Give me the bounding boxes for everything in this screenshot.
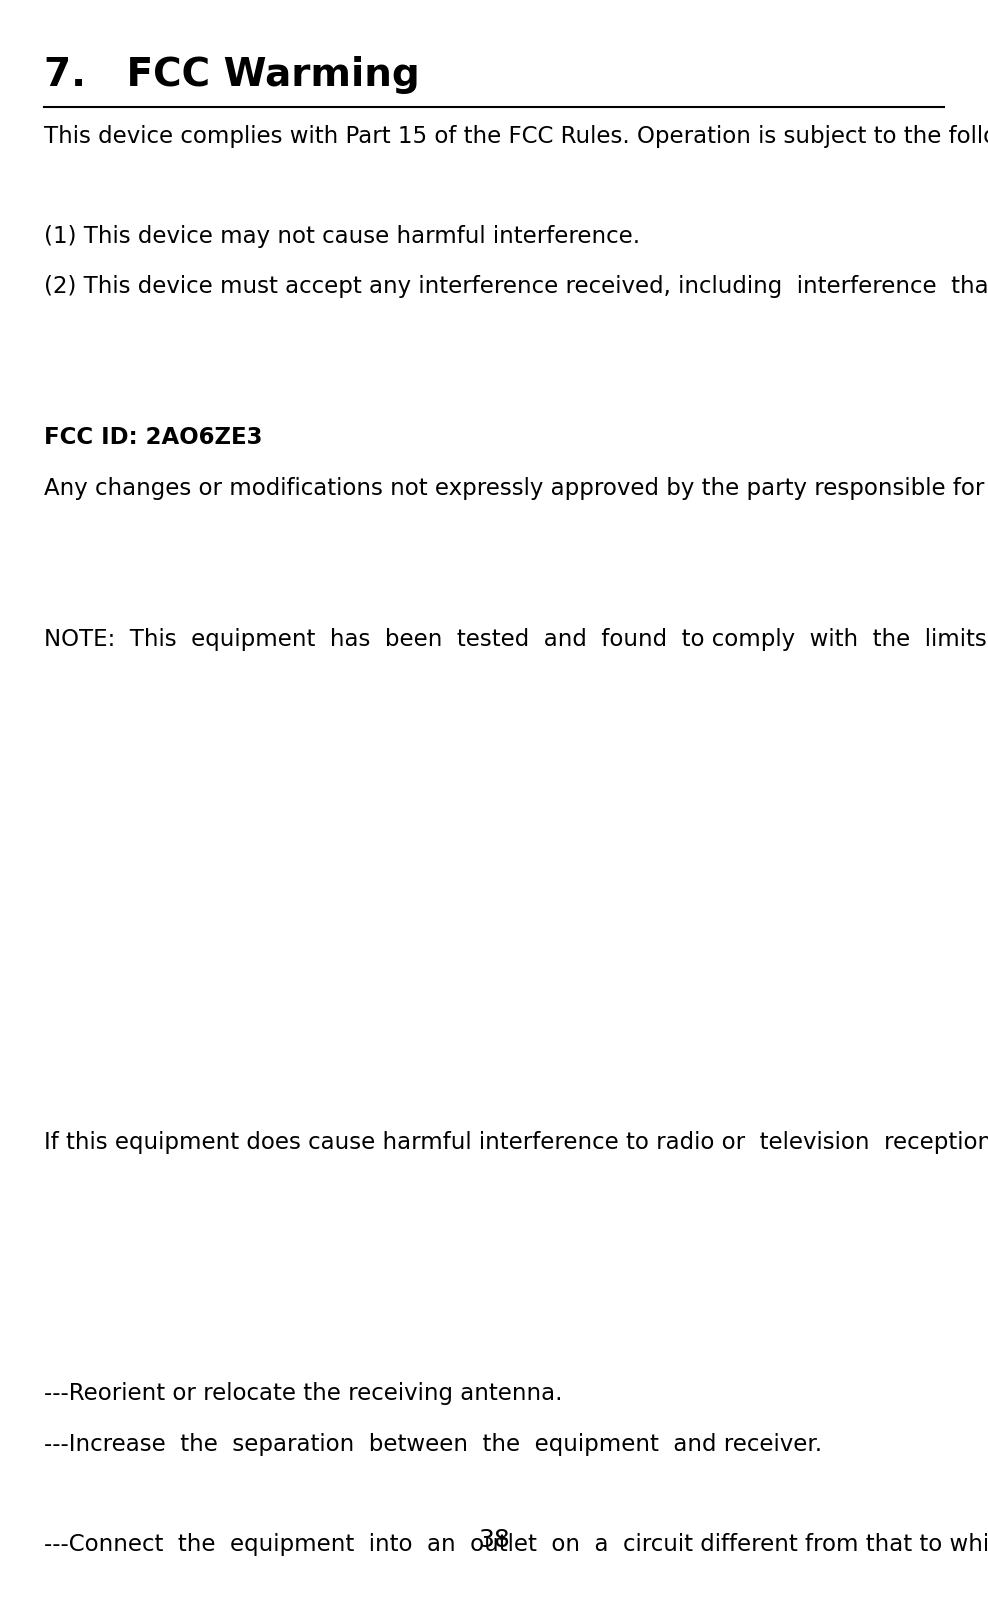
Text: NOTE:  This  equipment  has  been  tested  and  found  to comply  with  the  lim: NOTE: This equipment has been tested and…	[44, 628, 988, 650]
Text: 7.   FCC Warming: 7. FCC Warming	[44, 56, 420, 94]
Text: (1) This device may not cause harmful interference.: (1) This device may not cause harmful in…	[44, 225, 640, 248]
Text: (2) This device must accept any interference received, including  interference  : (2) This device must accept any interfer…	[44, 276, 988, 299]
Text: If this equipment does cause harmful interference to radio or  television  recep: If this equipment does cause harmful int…	[44, 1131, 988, 1153]
Text: This device complies with Part 15 of the FCC Rules. Operation is subject to the : This device complies with Part 15 of the…	[44, 125, 988, 147]
Text: Any changes or modifications not expressly approved by the party responsible for: Any changes or modifications not express…	[44, 478, 988, 500]
Text: ---Connect  the  equipment  into  an  outlet  on  a  circuit different from that: ---Connect the equipment into an outlet …	[44, 1533, 988, 1555]
Text: 38: 38	[478, 1528, 510, 1552]
Text: ---Reorient or relocate the receiving antenna.: ---Reorient or relocate the receiving an…	[44, 1383, 563, 1405]
Text: ---Increase  the  separation  between  the  equipment  and receiver.: ---Increase the separation between the e…	[44, 1433, 823, 1455]
Text: FCC ID: 2AO6ZE3: FCC ID: 2AO6ZE3	[44, 426, 263, 449]
